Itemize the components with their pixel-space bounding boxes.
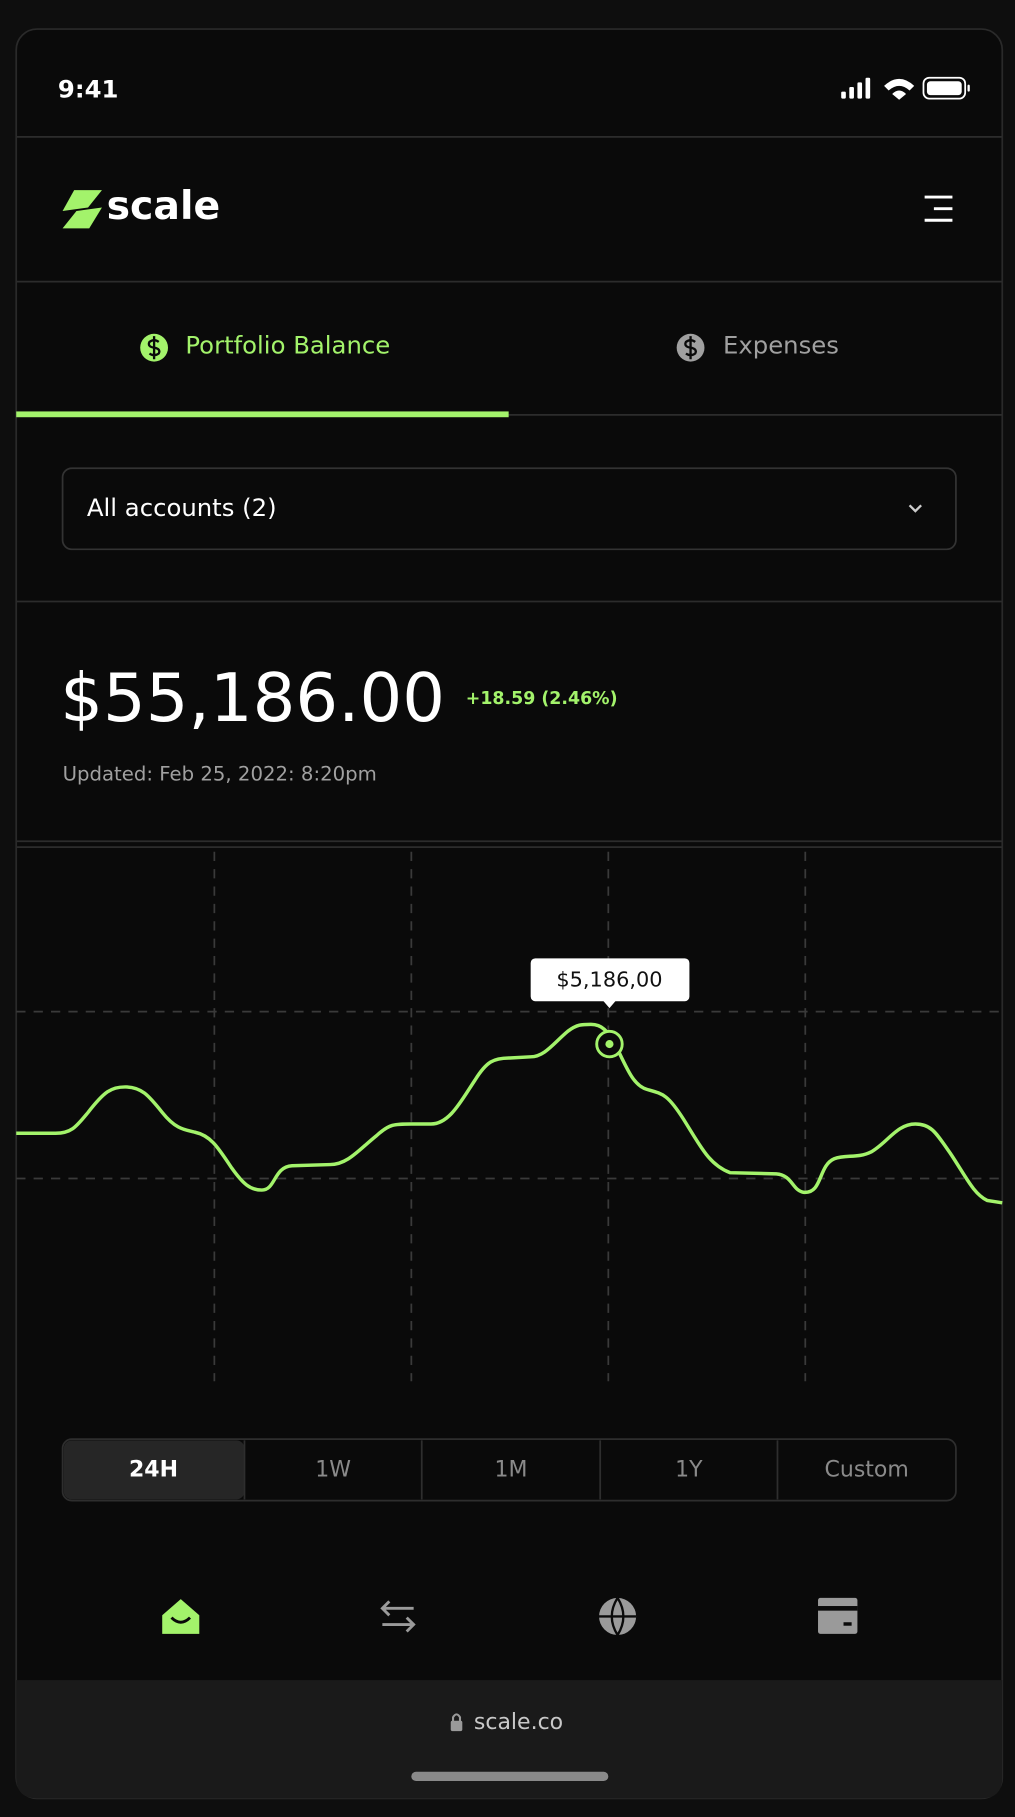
status-time: 9:41 [58, 74, 119, 103]
range-button[interactable]: 1Y [675, 1457, 703, 1482]
browser-bar [16, 1680, 1003, 1799]
chart-grid [16, 851, 1003, 1382]
balance-updated: Updated: Feb 25, 2022: 8:20pm [63, 763, 377, 786]
status-icons [841, 76, 970, 100]
range-active-bg [63, 1440, 245, 1500]
range-button[interactable]: 24H [129, 1457, 178, 1482]
range-selector [61, 1438, 957, 1502]
range-button[interactable]: 1M [494, 1457, 527, 1482]
nav-transfer[interactable] [380, 1600, 416, 1633]
range-group: 24H 1W 1M 1Y Custom [63, 1440, 909, 1500]
home-indicator [411, 1771, 609, 1781]
tooltip-label: $5,186,00 [556, 967, 662, 991]
chart-tooltip: $5,186,00 [530, 958, 690, 1009]
lock-icon [450, 1713, 463, 1732]
chart-line [16, 1022, 1003, 1205]
chart-marker [595, 1029, 624, 1059]
tab-label: Portfolio Balance [185, 331, 390, 360]
phone-frame [15, 28, 1004, 1800]
range-button[interactable]: 1W [315, 1457, 351, 1482]
nav-home-smile [170, 1616, 192, 1624]
balance-amount: $55,186.00 [60, 659, 445, 737]
nav-home[interactable] [162, 1599, 200, 1634]
url-text: scale.co [474, 1710, 563, 1735]
tab[interactable]: Portfolio Balance [140, 331, 390, 362]
brand-logo [62, 190, 102, 229]
nav-globe[interactable] [599, 1597, 637, 1638]
account-select[interactable]: All accounts (2) [61, 467, 957, 551]
menu-button[interactable] [924, 195, 953, 222]
brand-name: scale [107, 183, 221, 229]
range-button[interactable]: Custom [825, 1457, 909, 1482]
balance-change: +18.59 (2.46%) [466, 689, 618, 709]
select-label: All accounts (2) [87, 493, 277, 522]
tab[interactable]: Expenses [676, 331, 839, 362]
tab-label: Expenses [723, 331, 839, 360]
tab-indicator [16, 411, 509, 418]
nav-wallet[interactable] [818, 1597, 858, 1634]
